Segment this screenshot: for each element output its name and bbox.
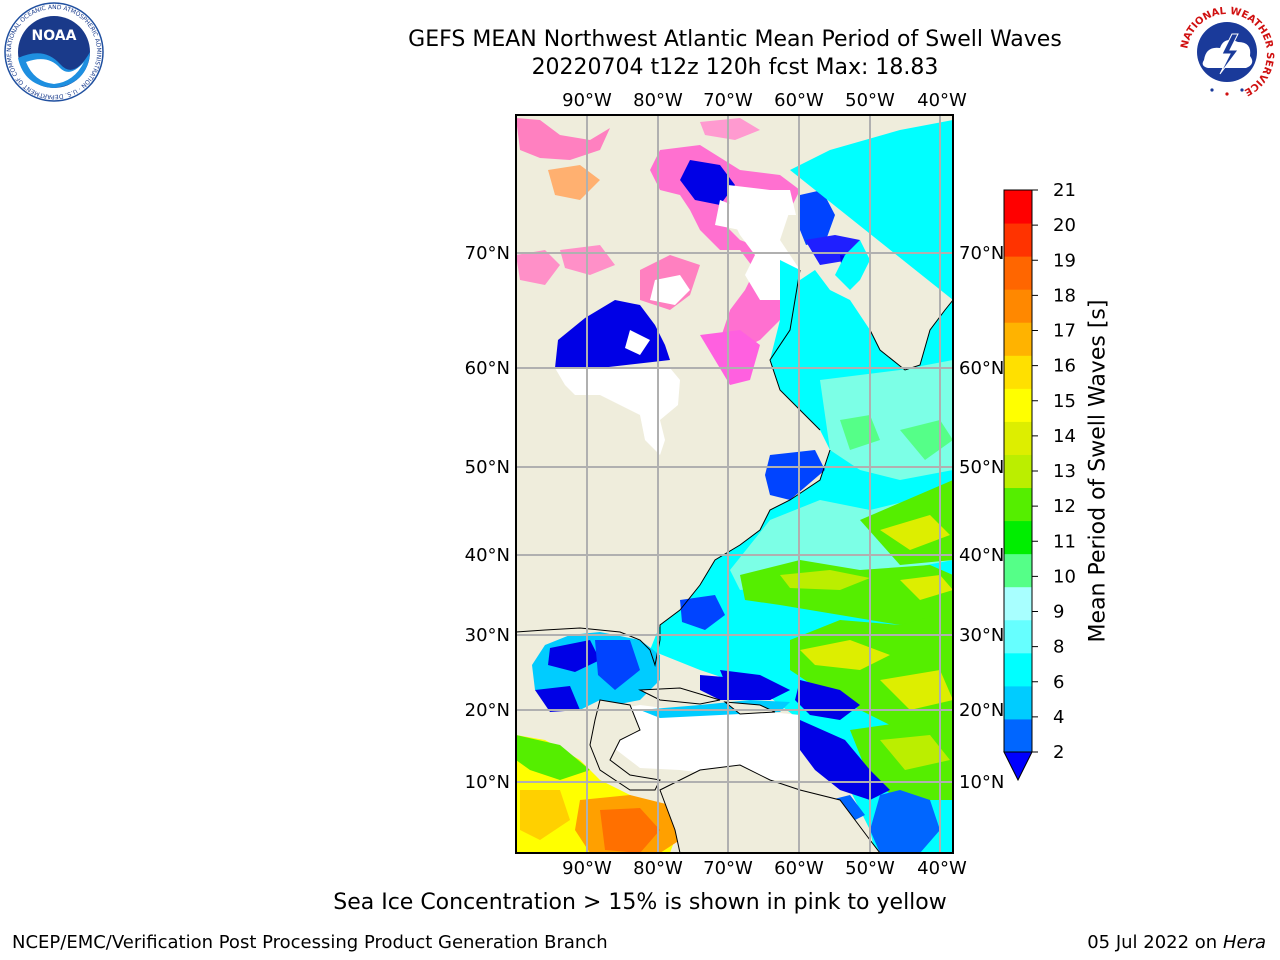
colorbar-tick-label: 13 [1053, 461, 1076, 482]
map-title: GEFS MEAN Northwest Atlantic Mean Period… [408, 27, 1062, 52]
svg-text:NOAA: NOAA [32, 28, 77, 44]
colorbar-bin [1004, 652, 1032, 687]
south-america [659, 764, 881, 853]
colorbar-tick-label: 10 [1053, 566, 1076, 587]
sea-ice-note: Sea Ice Concentration > 15% is shown in … [333, 890, 947, 915]
lat-tick-label: 50°N [465, 457, 510, 478]
colorbar-tick-label: 15 [1053, 391, 1076, 412]
footer-date: 05 Jul 2022 on Hera [1087, 932, 1266, 953]
lat-tick-label: 20°N [959, 700, 1004, 721]
colorbar-bin [1004, 586, 1032, 621]
colorbar-bin [1004, 718, 1032, 753]
lat-tick-label: 50°N [959, 457, 1004, 478]
colorbar-tick-label: 9 [1053, 602, 1064, 623]
colorbar-tick-label: 11 [1053, 531, 1076, 552]
lat-tick-label: 70°N [959, 243, 1004, 264]
footer-date-text: 05 Jul 2022 on [1087, 932, 1223, 953]
lon-tick-label: 70°W [703, 90, 753, 111]
colorbar-bin [1004, 487, 1032, 522]
lon-tick-label: 50°W [845, 90, 895, 111]
colorbar-bin [1004, 388, 1032, 422]
lon-tick-label: 90°W [562, 90, 612, 111]
us-east-coast [516, 449, 831, 667]
lat-tick-label: 60°N [959, 358, 1004, 379]
colorbar-tick-label: 4 [1053, 707, 1064, 728]
colorbar-bin [1004, 520, 1032, 555]
lat-tick-label: 70°N [465, 243, 510, 264]
colorbar-bin [1004, 553, 1032, 588]
colorbar-bin [1004, 355, 1032, 389]
colorbar-bin [1004, 190, 1032, 224]
lon-tick-label: 50°W [845, 858, 895, 879]
gulf-of-mexico [532, 632, 660, 712]
lon-labels-top: 90°W 80°W 70°W 60°W 50°W 40°W [562, 90, 967, 111]
central-america [589, 699, 661, 791]
arctic-ice-region [516, 115, 950, 385]
colorbar-tick-label: 21 [1053, 180, 1076, 201]
colorbar-bin [1004, 289, 1032, 323]
lat-tick-label: 10°N [465, 772, 510, 793]
colorbar-tick-label: 2 [1053, 742, 1064, 763]
lat-labels-left: 70°N 60°N 50°N 40°N 30°N 20°N 10°N [465, 243, 510, 793]
colorbar-label: Mean Period of Swell Waves [s] [1085, 299, 1111, 643]
map-subtitle: 20220704 t12z 120h fcst Max: 18.83 [531, 55, 939, 80]
colorbar-tick-label: 16 [1053, 356, 1076, 377]
colorbar-bin [1004, 685, 1032, 720]
nws-logo: NATIONAL WEATHER SERVICE [1178, 3, 1276, 101]
lat-tick-label: 20°N [465, 700, 510, 721]
lat-tick-label: 10°N [959, 772, 1004, 793]
colorbar-bin [1004, 223, 1032, 257]
colorbar-bin [1004, 454, 1032, 489]
lon-tick-label: 60°W [774, 858, 824, 879]
colorbar-bin [1004, 619, 1032, 654]
greenland-coast [769, 269, 953, 431]
colorbar-tick-label: 6 [1053, 672, 1064, 693]
colorbar-bin [1004, 256, 1032, 290]
colorbar-bin [1004, 421, 1032, 455]
lon-tick-label: 70°W [703, 858, 753, 879]
lon-tick-label: 80°W [633, 858, 683, 879]
lat-tick-label: 40°N [959, 545, 1004, 566]
noaa-logo: NATIONAL OCEANIC AND ATMOSPHERIC ADMINIS… [4, 2, 104, 102]
colorbar-tick-label: 8 [1053, 637, 1064, 658]
lon-tick-label: 90°W [562, 858, 612, 879]
colorbar-tick-label: 14 [1053, 426, 1076, 447]
lat-labels-right: 70°N 60°N 50°N 40°N 30°N 20°N 10°N [959, 243, 1004, 793]
colorbar-extend-min [1003, 751, 1033, 782]
lat-tick-label: 30°N [465, 625, 510, 646]
lat-tick-label: 60°N [465, 358, 510, 379]
colorbar-tick-label: 12 [1053, 496, 1076, 517]
lon-labels-bottom: 90°W 80°W 70°W 60°W 50°W 40°W [562, 858, 967, 879]
lat-tick-label: 30°N [959, 625, 1004, 646]
colorbar-tick-label: 17 [1053, 321, 1076, 342]
atlantic-ocean [650, 120, 953, 853]
lon-tick-label: 40°W [917, 858, 967, 879]
lon-tick-label: 40°W [917, 90, 967, 111]
footer-credit: NCEP/EMC/Verification Post Processing Pr… [12, 932, 608, 953]
footer-host: Hera [1222, 932, 1266, 953]
graticule [516, 115, 953, 853]
colorbar-tick-label: 19 [1053, 250, 1076, 271]
colorbar-tick-label: 20 [1053, 215, 1076, 236]
lat-tick-label: 40°N [465, 545, 510, 566]
eastern-pacific [516, 735, 680, 853]
lon-tick-label: 80°W [633, 90, 683, 111]
colorbar-bin [1004, 322, 1032, 356]
map-frame [515, 114, 954, 854]
lon-tick-label: 60°W [774, 90, 824, 111]
colorbar-tick-label: 18 [1053, 285, 1076, 306]
